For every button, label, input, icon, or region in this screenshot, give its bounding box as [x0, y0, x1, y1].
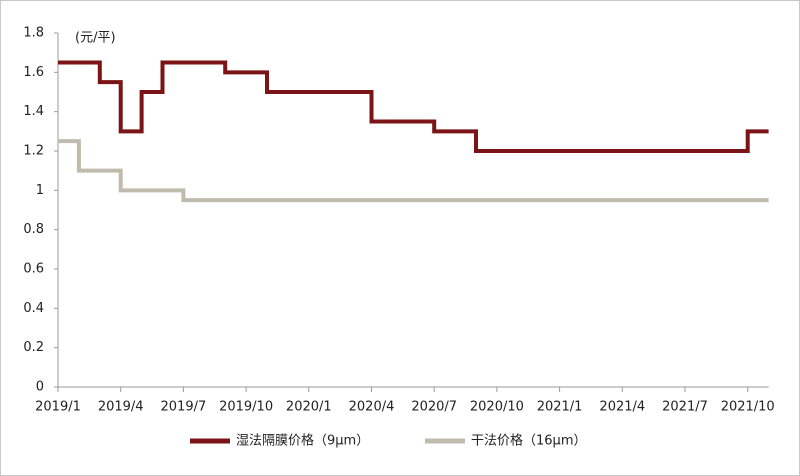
legend-label: 干法价格（16μm） [471, 433, 586, 449]
y-tick-label: 1.6 [23, 65, 44, 80]
x-tick-label: 2019/4 [98, 400, 144, 415]
x-tick-label: 2021/10 [721, 400, 775, 415]
y-tick-label: 0.4 [23, 301, 44, 316]
x-tick-label: 2020/4 [349, 400, 395, 415]
x-tick-label: 2020/7 [411, 400, 457, 415]
x-tick-label: 2021/1 [537, 400, 583, 415]
y-tick-label: 0.6 [23, 262, 44, 277]
series-line [58, 139, 769, 203]
legend-label: 湿法隔膜价格（9μm） [236, 433, 369, 449]
x-tick-label: 2020/10 [470, 400, 524, 415]
series-line [58, 60, 769, 153]
y-tick-label: 1.2 [23, 144, 44, 159]
x-tick-label: 2020/1 [286, 400, 332, 415]
x-tick-label: 2019/1 [35, 400, 81, 415]
y-tick-label: 1.8 [23, 26, 44, 41]
x-tick-label: 2019/10 [219, 400, 273, 415]
y-tick-label: 1.4 [23, 104, 44, 119]
y-tick-label: 0.8 [23, 222, 44, 237]
y-tick-label: 0 [36, 380, 44, 395]
x-tick-label: 2021/4 [599, 400, 645, 415]
x-tick-label: 2019/7 [161, 400, 207, 415]
y-axis-label: (元/平) [75, 31, 116, 46]
y-tick-label: 0.2 [23, 340, 44, 355]
x-tick-label: 2021/7 [662, 400, 708, 415]
y-tick-label: 1 [36, 183, 44, 198]
